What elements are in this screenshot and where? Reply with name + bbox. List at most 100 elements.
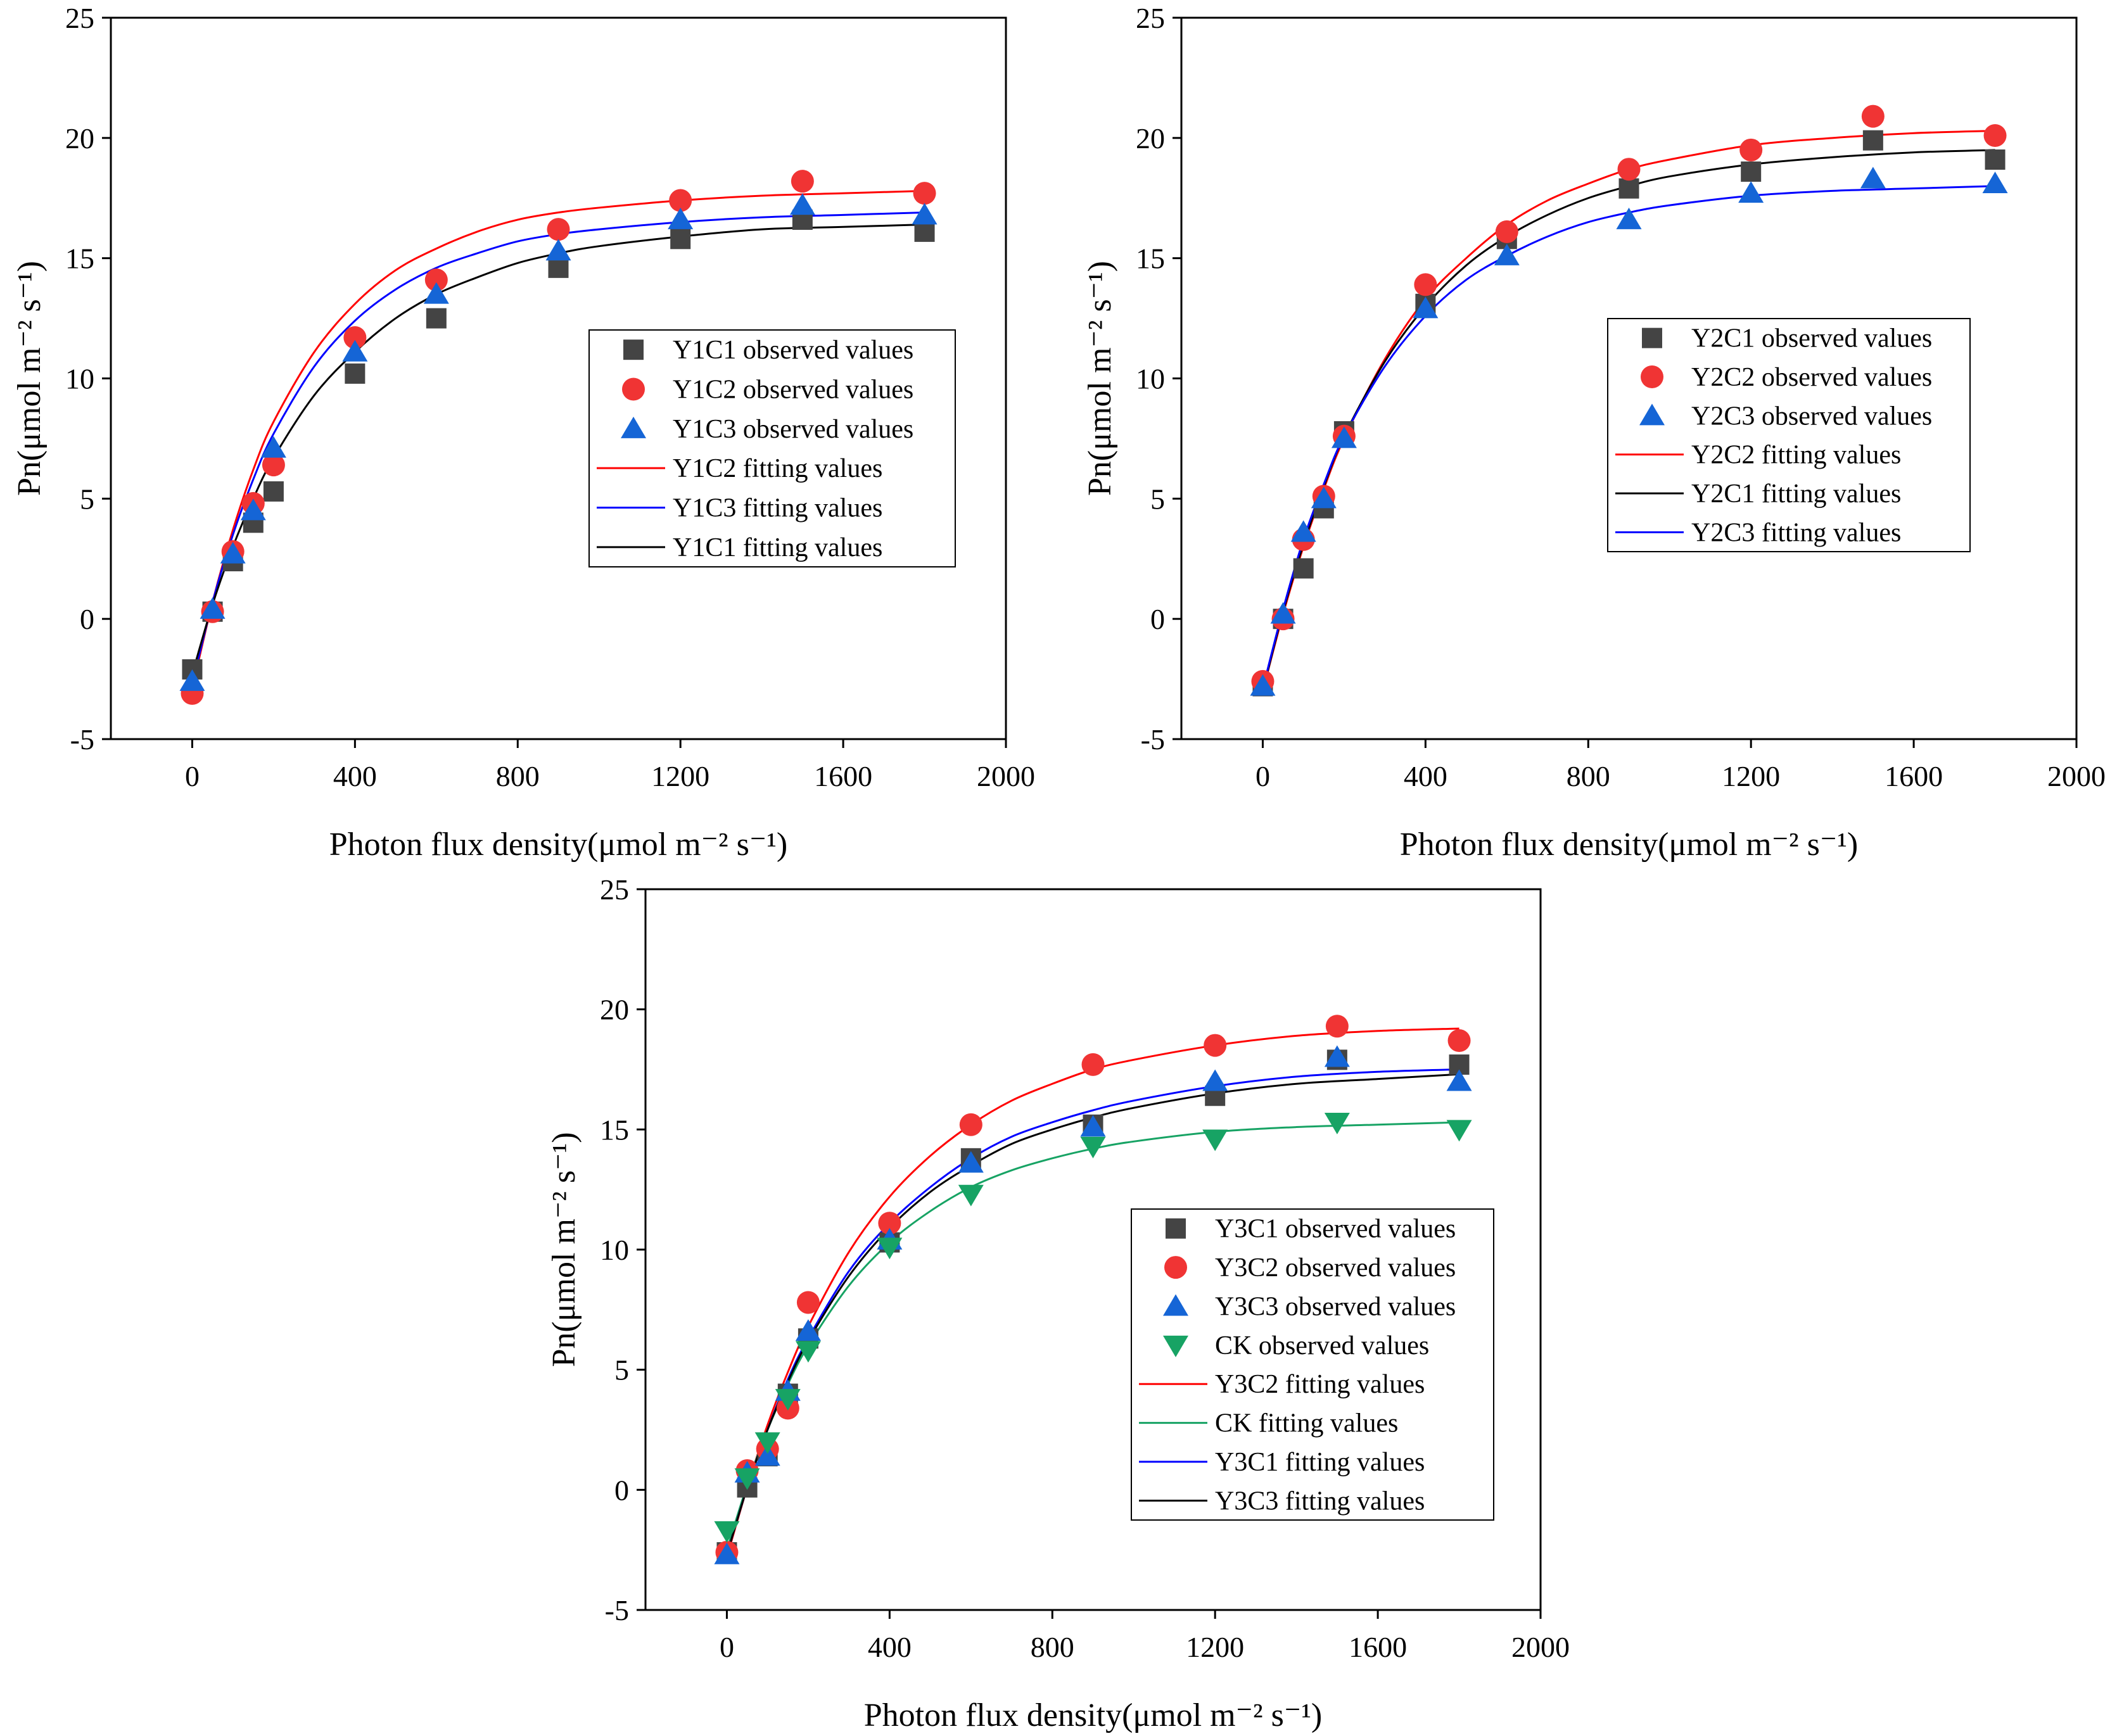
data-point	[1739, 138, 1763, 162]
y-tick-label: 20	[65, 122, 94, 155]
data-point	[424, 268, 448, 291]
data-point	[775, 1389, 801, 1411]
x-tick-label: 1600	[814, 760, 872, 792]
legend-label: Y2C2 observed values	[1691, 363, 1932, 392]
legend-label: Y2C1 fitting values	[1691, 479, 1901, 509]
data-point	[200, 597, 226, 619]
legend-marker	[1166, 1218, 1186, 1239]
x-tick-label: 1200	[651, 760, 709, 792]
data-point	[1618, 178, 1639, 199]
data-point	[345, 363, 366, 384]
data-point	[179, 669, 205, 691]
data-point	[1250, 674, 1276, 696]
chart-y1: 0 400 800 1200 1600 2000 -5 0 5 10 15 20 25 Photon fl…	[11, 2, 1035, 863]
legend-label: Y2C3 fitting values	[1691, 518, 1901, 547]
y-axis-title: Pn(μmol m⁻² s⁻¹)	[1082, 261, 1118, 496]
data-point	[342, 339, 368, 362]
data-point	[1202, 1069, 1228, 1091]
legend-label: Y2C2 fitting values	[1691, 441, 1901, 470]
legend-label: Y1C2 observed values	[673, 376, 913, 405]
x-tick-label: 1600	[1349, 1631, 1407, 1663]
data-point	[545, 239, 571, 261]
data-point	[1447, 1029, 1471, 1052]
data-point	[734, 1468, 760, 1490]
data-point	[795, 1341, 821, 1363]
y-tick-label: 5	[614, 1354, 629, 1386]
y-tick-label: 0	[614, 1474, 629, 1506]
legend-marker	[623, 339, 644, 360]
data-point	[1324, 1045, 1350, 1067]
legend-marker	[1163, 1335, 1188, 1357]
y-tick-label: 5	[1150, 483, 1165, 515]
legend-box	[1607, 318, 1971, 552]
y-tick-label: 10	[600, 1234, 629, 1266]
data-point	[714, 1542, 740, 1564]
data-point	[914, 221, 935, 242]
data-point	[1741, 161, 1762, 182]
legend-label: Y2C1 observed values	[1691, 324, 1932, 353]
data-point	[789, 193, 815, 215]
data-point	[1413, 296, 1439, 319]
legend-label: Y3C2 observed values	[1215, 1253, 1456, 1283]
legend-marker	[1163, 1294, 1188, 1316]
legend-label: Y1C3 fitting values	[673, 494, 882, 523]
data-point	[1616, 207, 1642, 229]
y-tick-label: -5	[1141, 723, 1165, 756]
x-tick-label: 800	[1031, 1631, 1074, 1663]
data-point	[754, 1432, 780, 1454]
data-point	[1311, 486, 1337, 509]
data-point	[1080, 1136, 1106, 1158]
legend-marker	[1641, 365, 1663, 388]
legend-marker	[1642, 327, 1662, 348]
y-axis-title: Pn(μmol m⁻² s⁻¹)	[546, 1132, 582, 1367]
x-tick-label: 1600	[1885, 760, 1943, 792]
data-point	[220, 542, 246, 564]
data-point	[1617, 158, 1641, 181]
y-tick-label: 25	[1136, 2, 1165, 34]
legend-label: CK fitting values	[1215, 1409, 1398, 1438]
data-point	[240, 498, 266, 521]
chart-y2: 0 400 800 1200 1600 2000 -5 0 5 10 15 20 25 Photon fl…	[1082, 2, 2106, 863]
data-point	[1861, 105, 1885, 128]
data-point	[426, 308, 447, 329]
data-point	[1862, 130, 1883, 151]
y-tick-label: 10	[1136, 363, 1165, 395]
y-tick-label: 25	[600, 873, 629, 906]
x-axis-title: Photon flux density(μmol m⁻² s⁻¹)	[329, 827, 788, 863]
data-point	[1202, 1129, 1228, 1151]
x-tick-label: 400	[333, 760, 377, 792]
legend-marker	[622, 377, 645, 401]
data-point	[1446, 1120, 1472, 1142]
data-point	[547, 218, 570, 241]
y-tick-label: 0	[1150, 603, 1165, 635]
data-point	[1270, 602, 1296, 624]
y-tick-label: 10	[65, 363, 94, 395]
y-tick-label: -5	[70, 723, 94, 756]
data-point	[1290, 520, 1316, 542]
data-point	[263, 481, 284, 502]
legend-marker	[1164, 1256, 1187, 1279]
x-tick-label: 800	[1567, 760, 1610, 792]
data-point	[1738, 181, 1764, 203]
data-point	[714, 1521, 740, 1543]
x-axis-title: Photon flux density(μmol m⁻² s⁻¹)	[864, 1697, 1323, 1733]
data-point	[1204, 1034, 1227, 1057]
legend-box	[588, 329, 956, 567]
data-point	[1860, 167, 1886, 189]
x-tick-label: 2000	[977, 760, 1035, 792]
legend-label: Y3C1 observed values	[1215, 1215, 1456, 1244]
data-point	[796, 1291, 820, 1314]
data-point	[548, 257, 569, 278]
data-point	[791, 170, 814, 193]
legend-label: Y3C3 observed values	[1215, 1292, 1456, 1321]
data-point	[912, 203, 938, 225]
data-point	[795, 1319, 821, 1341]
data-point	[877, 1238, 903, 1260]
y-tick-label: 15	[1136, 243, 1165, 275]
legend-marker	[1639, 403, 1665, 426]
data-point	[913, 182, 936, 205]
data-point	[959, 1113, 982, 1136]
legend-label: Y2C3 observed values	[1691, 402, 1932, 431]
x-tick-label: 400	[1404, 760, 1447, 792]
